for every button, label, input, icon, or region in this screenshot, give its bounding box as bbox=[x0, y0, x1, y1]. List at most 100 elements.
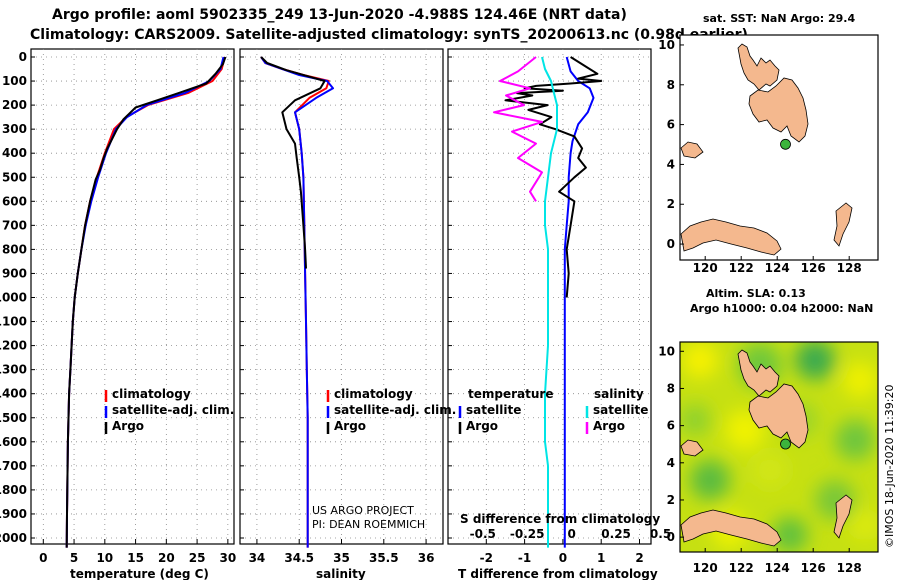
legend-satellite-label: satellite-adj. clim. bbox=[334, 403, 456, 417]
depth-tick-label: 500 bbox=[2, 170, 27, 184]
x-tick-label: 34.5 bbox=[284, 551, 314, 565]
depth-tick-label: 200 bbox=[2, 98, 27, 112]
temperature-x-ticks: 0 5 10 15 20 25 30 bbox=[39, 539, 236, 565]
x-tick-label: 25 bbox=[189, 551, 206, 565]
temperature-axis-label: temperature (deg C) bbox=[70, 567, 209, 580]
salinity-legend: climatology satellite-adj. clim. Argo bbox=[326, 387, 456, 434]
series-line-t-argo bbox=[504, 56, 603, 298]
map-y-tick-label: 10 bbox=[658, 38, 675, 52]
x-tick-label: 34 bbox=[249, 551, 266, 565]
salinity-x-ticks: 34 34.5 35 35.5 36 bbox=[249, 539, 435, 565]
series-line-argo bbox=[65, 56, 227, 548]
map-y-tick-label: 4 bbox=[667, 157, 675, 171]
depth-tick-label: 900 bbox=[2, 266, 27, 280]
x-tick-label: 1 bbox=[597, 551, 605, 565]
depth-tick-label: 1200 bbox=[0, 339, 27, 353]
x-tick-label: -0.25 bbox=[510, 527, 545, 541]
argo-float-marker bbox=[780, 138, 791, 150]
landmass-visayas-mindanao bbox=[748, 383, 809, 449]
difference-panel-frame bbox=[447, 48, 652, 545]
depth-tick-label: 1600 bbox=[0, 435, 27, 449]
series-line-t-satellite bbox=[563, 56, 595, 548]
x-tick-label: 0 bbox=[559, 551, 567, 565]
legend-satellite-label: satellite-adj. clim. bbox=[112, 403, 234, 417]
landmass-luzon bbox=[737, 349, 780, 397]
map-axis-ticks: 120 122 124 126 128 0 2 4 6 8 10 120 122 124 126 128 0 2 4… bbox=[658, 38, 861, 575]
sla-map-title-line2: Argo h1000: 0.04 h2000: NaN bbox=[690, 302, 874, 315]
depth-tick-label: 800 bbox=[2, 242, 27, 256]
x-tick-label: 0 bbox=[567, 527, 575, 541]
series-line-climatology bbox=[65, 56, 226, 548]
depth-tick-label: 700 bbox=[2, 218, 27, 232]
landmass-sulawesi bbox=[680, 218, 782, 256]
landmass-sulawesi bbox=[680, 509, 782, 547]
depth-tick-label: 400 bbox=[2, 146, 27, 160]
x-tick-label: 0.25 bbox=[601, 527, 631, 541]
map-x-tick-label: 122 bbox=[729, 561, 754, 575]
sla-map-title-line1: Altim. SLA: 0.13 bbox=[706, 287, 806, 300]
map-x-tick-label: 124 bbox=[765, 561, 790, 575]
difference-legend: temperature satellite Argo salinity sate… bbox=[458, 387, 648, 434]
x-tick-label: 5 bbox=[70, 551, 78, 565]
sla-map-frame bbox=[679, 341, 879, 553]
depth-tick-label: 300 bbox=[2, 122, 27, 136]
map-x-tick-label: 120 bbox=[693, 561, 718, 575]
depth-tick-label: 2000 bbox=[0, 531, 27, 545]
legend-s-argo-label: Argo bbox=[593, 419, 625, 433]
salinity-grid bbox=[240, 49, 443, 544]
map-y-tick-label: 2 bbox=[667, 197, 675, 211]
x-tick-label: 35 bbox=[333, 551, 350, 565]
x-tick-label: 15 bbox=[127, 551, 144, 565]
depth-tick-label: 1000 bbox=[0, 291, 27, 305]
figure-title-line1: Argo profile: aoml 5902335_249 13-Jun-20… bbox=[52, 7, 627, 23]
x-tick-label: 35.5 bbox=[369, 551, 399, 565]
temperature-legend: climatology satellite-adj. clim. Argo bbox=[104, 387, 234, 434]
x-tick-label: -2 bbox=[480, 551, 493, 565]
legend-climatology-label: climatology bbox=[334, 387, 413, 401]
legend-argo-label: Argo bbox=[334, 419, 366, 433]
x-tick-label: 2 bbox=[635, 551, 643, 565]
x-tick-label: -0.5 bbox=[470, 527, 496, 541]
series-line-satellite-adj-clim- bbox=[260, 56, 334, 548]
legend-t-satellite-label: satellite bbox=[466, 403, 521, 417]
sst-map bbox=[679, 34, 879, 261]
series-line-s-argo bbox=[493, 56, 543, 202]
salinity-axis-label: salinity bbox=[316, 567, 366, 580]
temperature-grid bbox=[31, 49, 234, 544]
depth-tick-label: 600 bbox=[2, 194, 27, 208]
map-y-tick-label: 6 bbox=[667, 419, 675, 433]
x-tick-label: 36 bbox=[418, 551, 435, 565]
temperature-panel-frame bbox=[30, 48, 235, 545]
landmass-halmahera bbox=[833, 202, 853, 247]
depth-tick-label: 1900 bbox=[0, 507, 27, 521]
figure-title-line2: Climatology: CARS2009. Satellite-adjuste… bbox=[30, 27, 748, 43]
sla-map bbox=[679, 341, 879, 553]
x-tick-label: 20 bbox=[158, 551, 175, 565]
x-tick-label: 10 bbox=[96, 551, 113, 565]
legend-climatology-label: climatology bbox=[112, 387, 191, 401]
x-tick-label: 0.5 bbox=[650, 527, 671, 541]
landmass-visayas-mindanao bbox=[748, 77, 809, 143]
map-x-tick-label: 124 bbox=[765, 261, 790, 275]
map-x-tick-label: 126 bbox=[801, 561, 826, 575]
map-x-tick-label: 128 bbox=[837, 561, 862, 575]
legend-s-satellite-label: satellite bbox=[593, 403, 648, 417]
series-line-climatology bbox=[260, 56, 330, 548]
map-y-tick-label: 0 bbox=[667, 237, 675, 251]
depth-tick-label: 1500 bbox=[0, 411, 27, 425]
difference-grid bbox=[448, 49, 651, 544]
landmass-borneo-tip bbox=[680, 141, 704, 159]
difference-x-ticks: -2 -1 0 1 2 bbox=[480, 539, 644, 565]
map-y-tick-label: 10 bbox=[658, 344, 675, 358]
depth-tick-label: 1700 bbox=[0, 459, 27, 473]
series-line-argo bbox=[260, 56, 326, 269]
map-y-tick-label: 4 bbox=[667, 456, 675, 470]
depth-tick-label: 1100 bbox=[0, 315, 27, 329]
temperature-series bbox=[65, 56, 227, 548]
salinity-difference-x-ticks: -0.5 -0.25 0 0.25 0.5 bbox=[470, 527, 672, 541]
project-annotation-line1: US ARGO PROJECT bbox=[312, 504, 414, 517]
map-y-tick-label: 8 bbox=[667, 78, 675, 92]
map-x-tick-label: 128 bbox=[837, 261, 862, 275]
map-y-tick-label: 8 bbox=[667, 381, 675, 395]
